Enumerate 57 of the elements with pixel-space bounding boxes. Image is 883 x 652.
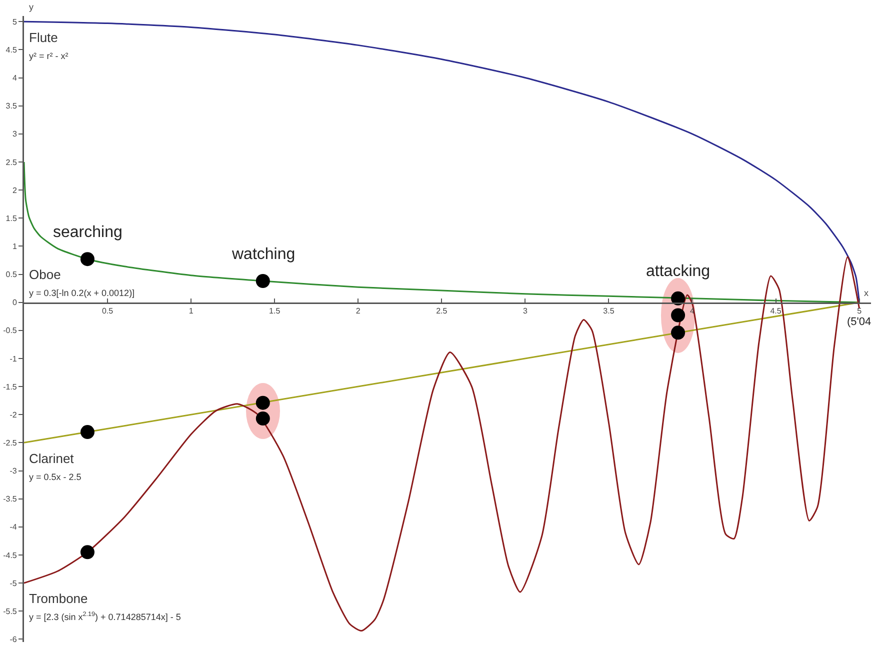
annotation: y = 0.5x - 2.5 [29, 472, 82, 482]
y-tick-label: -0.5 [3, 326, 18, 336]
x-tick-label: 5 [857, 306, 862, 316]
y-tick-label: -6 [10, 634, 18, 644]
annotation: (5'04 [847, 316, 872, 328]
x-axis-title: x [864, 288, 869, 298]
annotation: y = 0.3[-ln 0.2(x + 0.0012)] [29, 288, 135, 298]
y-axis-title: y [29, 2, 34, 12]
point [256, 274, 270, 288]
annotation: attacking [646, 263, 710, 280]
y-tick-label: -3.5 [3, 494, 18, 504]
y-tick-label: -3 [10, 466, 18, 476]
y-tick-label: 1 [12, 242, 18, 251]
x-tick-label: 0.5 [102, 306, 114, 316]
series-label: Trombone [29, 591, 88, 606]
x-tick-label: 3.5 [603, 306, 615, 316]
point [80, 252, 94, 266]
x-tick-label: 1 [188, 306, 194, 316]
x-tick-label: 2.5 [436, 306, 448, 316]
point [671, 308, 686, 322]
y-tick-label: 4.5 [6, 45, 18, 54]
point [256, 396, 270, 410]
line-series [24, 161, 860, 304]
point [671, 291, 686, 306]
y-tick-label: 2 [12, 186, 18, 195]
y-tick-label: -5.5 [3, 606, 18, 616]
x-tick-label: 2 [356, 306, 361, 316]
point [80, 425, 94, 440]
y-tick-label: 1.5 [6, 214, 18, 223]
y-tick-label: -2 [10, 410, 18, 420]
x-tick-label: 3 [522, 306, 528, 316]
y-tick-label: 0.5 [6, 270, 18, 280]
y-tick-label: -5 [10, 578, 18, 588]
annotation: y² = r² - x² [29, 50, 68, 61]
x-tick-label: 1.5 [269, 306, 281, 316]
y-tick-label: 3 [12, 130, 18, 139]
series-label: Oboe [29, 267, 61, 282]
y-tick-label: 5 [12, 17, 18, 26]
y-tick-label: 4 [12, 74, 18, 83]
annotation: watching [231, 246, 296, 263]
point [80, 545, 94, 560]
y-tick-label: -1.5 [3, 382, 18, 392]
y-tick-label: 3.5 [6, 102, 18, 111]
series-label: Flute [29, 30, 58, 45]
x-tick-label: 4.5 [770, 306, 782, 316]
point [256, 412, 270, 426]
annotation: searching [53, 224, 122, 241]
series-label: Clarinet [29, 451, 74, 466]
y-tick-label: -4.5 [3, 550, 18, 560]
y-tick-label: -4 [10, 522, 18, 532]
y-tick-label: -2.5 [3, 438, 18, 448]
y-tick-label: -1 [10, 354, 18, 364]
line-series [24, 20, 860, 304]
y-tick-label: 2.5 [6, 158, 18, 167]
point [671, 326, 686, 340]
annotation: y = [2.3 (sin x$^{2.19}$) + 0.714285714x] - 5 [29, 611, 181, 622]
y-tick-label: 0 [12, 298, 18, 308]
